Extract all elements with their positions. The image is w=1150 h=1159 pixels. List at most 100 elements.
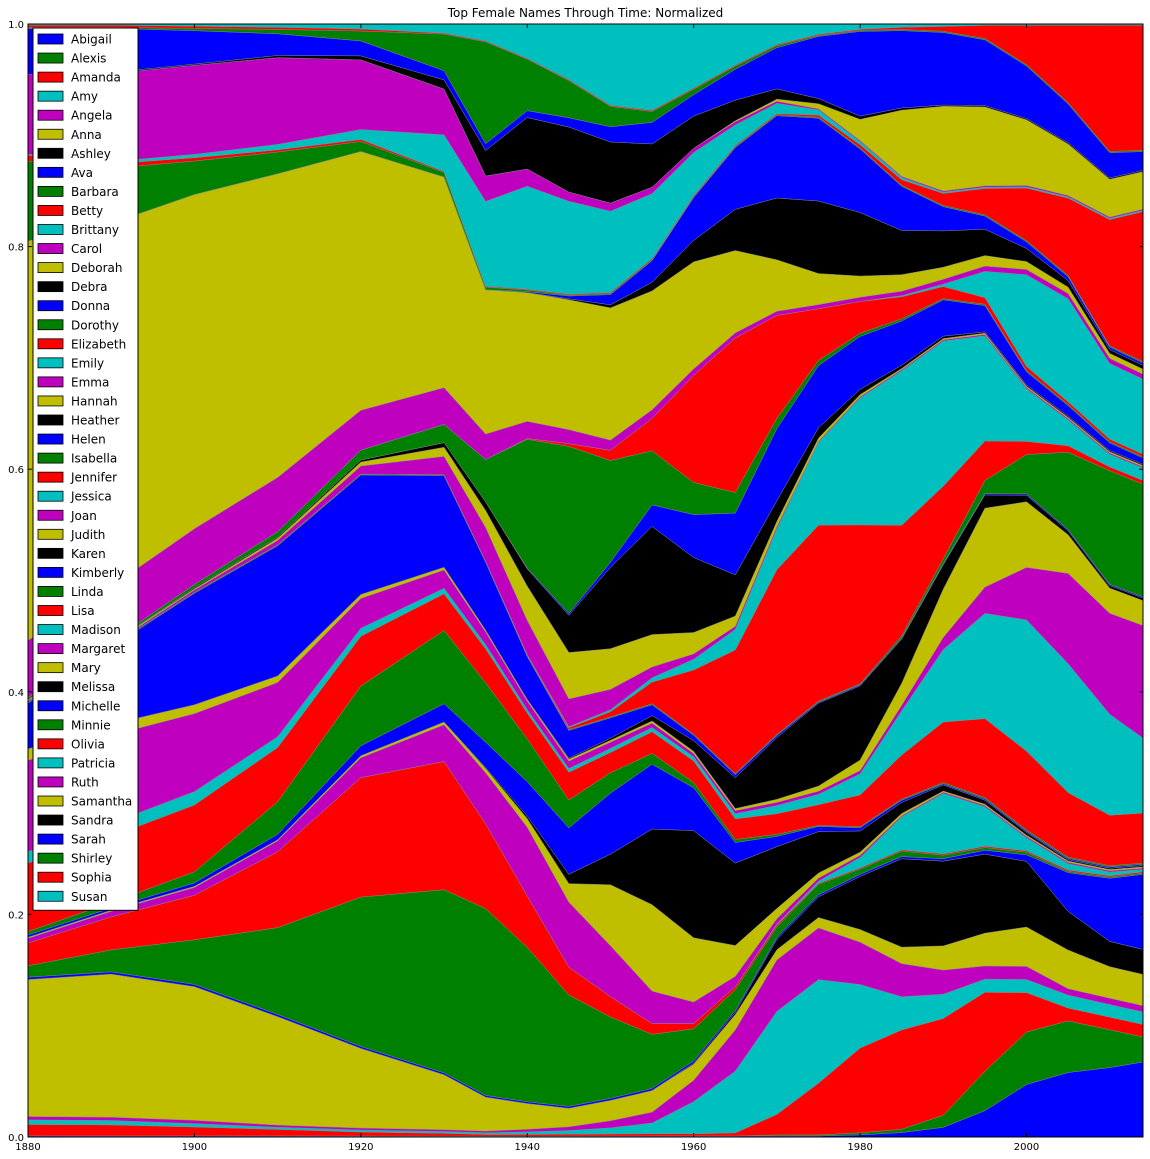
y-tick-label: 0.6 — [8, 465, 24, 476]
x-axis: 1880 1900 1920 1940 1960 1980 2000 — [15, 24, 1039, 1153]
legend-label-joan: Joan — [70, 509, 97, 523]
legend-swatch-minnie — [37, 719, 64, 731]
legend-swatch-dorothy — [37, 319, 64, 331]
x-tick-label: 1880 — [15, 1142, 40, 1153]
legend-swatch-sandra — [37, 814, 64, 826]
legend-label-shirley: Shirley — [71, 852, 112, 866]
legend-label-anna: Anna — [71, 128, 102, 142]
y-tick-label: 0.4 — [8, 688, 24, 699]
x-tick-label: 1920 — [348, 1142, 373, 1153]
legend-swatch-elizabeth — [37, 338, 64, 350]
legend-label-margaret: Margaret — [71, 642, 125, 656]
y-tick-label: 0.0 — [8, 1133, 24, 1144]
y-tick-label: 0.2 — [8, 910, 24, 921]
chart-title: Top Female Names Through Time: Normalize… — [447, 6, 724, 20]
legend-swatch-linda — [37, 586, 64, 597]
legend-swatch-michelle — [37, 700, 64, 712]
legend-label-madison: Madison — [71, 623, 121, 637]
area-layers — [27, 23, 1144, 1138]
legend-swatch-emma — [37, 376, 64, 388]
legend-swatch-debra — [37, 281, 64, 293]
legend-swatch-ava — [37, 166, 64, 178]
legend-swatch-sarah — [37, 833, 64, 845]
legend-label-mary: Mary — [71, 661, 101, 675]
x-tick-label: 1940 — [515, 1142, 540, 1153]
legend-swatch-abigail — [37, 33, 64, 45]
legend-label-betty: Betty — [71, 204, 103, 218]
legend-label-ashley: Ashley — [71, 147, 111, 161]
legend-swatch-jennifer — [37, 471, 64, 483]
legend-swatch-margaret — [37, 643, 64, 654]
legend-swatch-donna — [37, 300, 64, 312]
legend-swatch-barbara — [37, 185, 64, 197]
legend-label-barbara: Barbara — [71, 185, 119, 199]
legend-swatch-jessica — [37, 490, 64, 502]
legend-swatch-karen — [37, 547, 64, 559]
legend-label-minnie: Minnie — [71, 718, 111, 732]
legend-label-jennifer: Jennifer — [70, 471, 117, 485]
legend-swatch-hannah — [37, 395, 64, 407]
legend-swatch-shirley — [37, 852, 64, 864]
plot-frame — [27, 23, 1144, 1138]
legend-swatch-helen — [37, 433, 64, 445]
x-tick-label: 2000 — [1014, 1142, 1039, 1153]
x-tick-label: 1980 — [847, 1142, 872, 1153]
legend-swatch-lisa — [37, 605, 64, 616]
legend-swatch-ashley — [37, 147, 64, 159]
legend-label-sarah: Sarah — [71, 833, 106, 847]
legend-label-kimberly: Kimberly — [71, 566, 124, 580]
legend-swatch-carol — [37, 243, 64, 254]
legend-label-brittany: Brittany — [71, 223, 119, 237]
x-tick-label: 1900 — [182, 1142, 207, 1153]
legend-label-linda: Linda — [71, 585, 104, 599]
legend-label-helen: Helen — [71, 433, 106, 447]
legend-swatch-anna — [37, 128, 64, 140]
legend-label-deborah: Deborah — [71, 261, 122, 275]
legend-swatch-olivia — [37, 738, 64, 750]
legend-label-isabella: Isabella — [71, 452, 117, 466]
legend-swatch-angela — [37, 109, 64, 121]
legend: Abigail Alexis Amanda Amy Angela Anna Ashley Av… — [32, 27, 139, 911]
legend-label-emily: Emily — [71, 356, 104, 370]
legend-swatch-amanda — [37, 71, 64, 83]
legend-label-elizabeth: Elizabeth — [71, 337, 126, 351]
legend-swatch-melissa — [37, 681, 64, 693]
legend-label-sophia: Sophia — [71, 871, 112, 885]
legend-label-sandra: Sandra — [71, 814, 113, 828]
legend-label-jessica: Jessica — [70, 490, 112, 504]
legend-label-lisa: Lisa — [71, 604, 95, 618]
legend-swatch-alexis — [37, 52, 64, 64]
legend-swatch-ruth — [37, 776, 64, 788]
legend-label-samantha: Samantha — [71, 795, 132, 809]
legend-swatch-judith — [37, 528, 64, 540]
legend-label-karen: Karen — [71, 547, 106, 561]
y-tick-label: 0.8 — [8, 243, 24, 254]
legend-swatch-isabella — [37, 452, 64, 464]
y-tick-label: 1.0 — [8, 20, 24, 31]
legend-label-heather: Heather — [71, 414, 119, 428]
legend-label-debra: Debra — [71, 280, 108, 294]
legend-swatch-betty — [37, 205, 64, 216]
legend-label-dorothy: Dorothy — [71, 318, 119, 332]
x-tick-label: 1960 — [681, 1142, 706, 1153]
legend-swatch-deborah — [37, 262, 64, 274]
legend-swatch-patricia — [37, 757, 64, 769]
legend-swatch-samantha — [37, 795, 64, 807]
legend-label-amy: Amy — [71, 90, 98, 104]
legend-swatch-madison — [37, 624, 64, 635]
legend-label-ava: Ava — [71, 166, 93, 180]
legend-label-judith: Judith — [70, 528, 105, 542]
legend-label-carol: Carol — [71, 242, 102, 256]
legend-label-alexis: Alexis — [71, 52, 106, 66]
legend-label-emma: Emma — [71, 375, 109, 389]
legend-swatch-sophia — [37, 871, 64, 883]
legend-label-hannah: Hannah — [71, 394, 118, 408]
legend-label-angela: Angela — [71, 109, 113, 123]
legend-label-susan: Susan — [71, 890, 107, 904]
legend-swatch-brittany — [37, 224, 64, 235]
legend-label-melissa: Melissa — [71, 680, 115, 694]
legend-label-michelle: Michelle — [71, 699, 120, 713]
legend-label-donna: Donna — [71, 299, 110, 313]
legend-swatch-mary — [37, 662, 64, 674]
